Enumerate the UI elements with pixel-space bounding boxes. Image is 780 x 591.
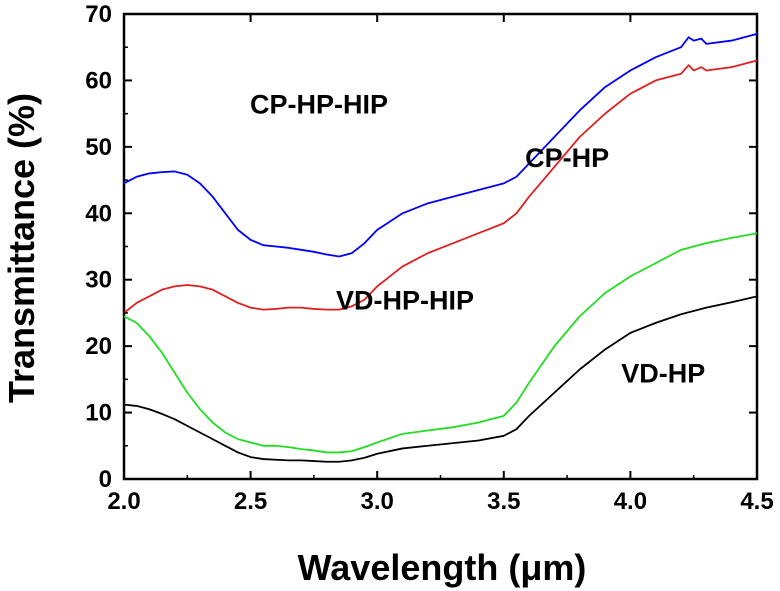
series-line-vd-hp [123, 295, 758, 463]
y-tick-label: 50 [85, 134, 112, 161]
x-tick-label: 4.5 [740, 488, 773, 515]
x-tick-label: 4.0 [614, 488, 647, 515]
series-label-vd-hp-hip: VD-HP-HIP [336, 286, 474, 316]
series-label-cp-hp: CP-HP [525, 143, 609, 173]
y-tick-label: 10 [85, 400, 112, 427]
x-tick-label: 3.5 [487, 488, 520, 515]
x-tick-label: 2.5 [234, 488, 267, 515]
series-labels: CP-HP-HIP CP-HP VD-HP-HIP VD-HP [250, 90, 705, 389]
series-label-vd-hp: VD-HP [621, 359, 705, 389]
y-axis-title: Transmittance (%) [1, 93, 42, 403]
y-tick-label: 30 [85, 267, 112, 294]
y-tick-label: 20 [85, 333, 112, 360]
plot-area [122, 12, 759, 481]
y-tick-label: 70 [85, 1, 112, 28]
y-tick-label: 60 [85, 67, 112, 94]
y-tick-label: 0 [99, 466, 112, 493]
series-label-cp-hp-hip: CP-HP-HIP [250, 90, 388, 120]
series-line-vd-hp-hip [123, 232, 758, 454]
x-tick-label: 2.0 [107, 488, 140, 515]
x-axis-title: Wavelength (μm) [298, 547, 587, 588]
series-line-cp-hp [123, 59, 758, 314]
plot-frame [122, 12, 759, 481]
series-curves [123, 33, 758, 463]
series-line-cp-hp-hip [123, 33, 758, 258]
x-tick-label: 3.0 [361, 488, 394, 515]
y-tick-label: 40 [85, 200, 112, 227]
axes: 2.0 2.5 3.0 3.5 4.0 4.5 0 10 20 30 40 50 60 70 [85, 1, 773, 515]
